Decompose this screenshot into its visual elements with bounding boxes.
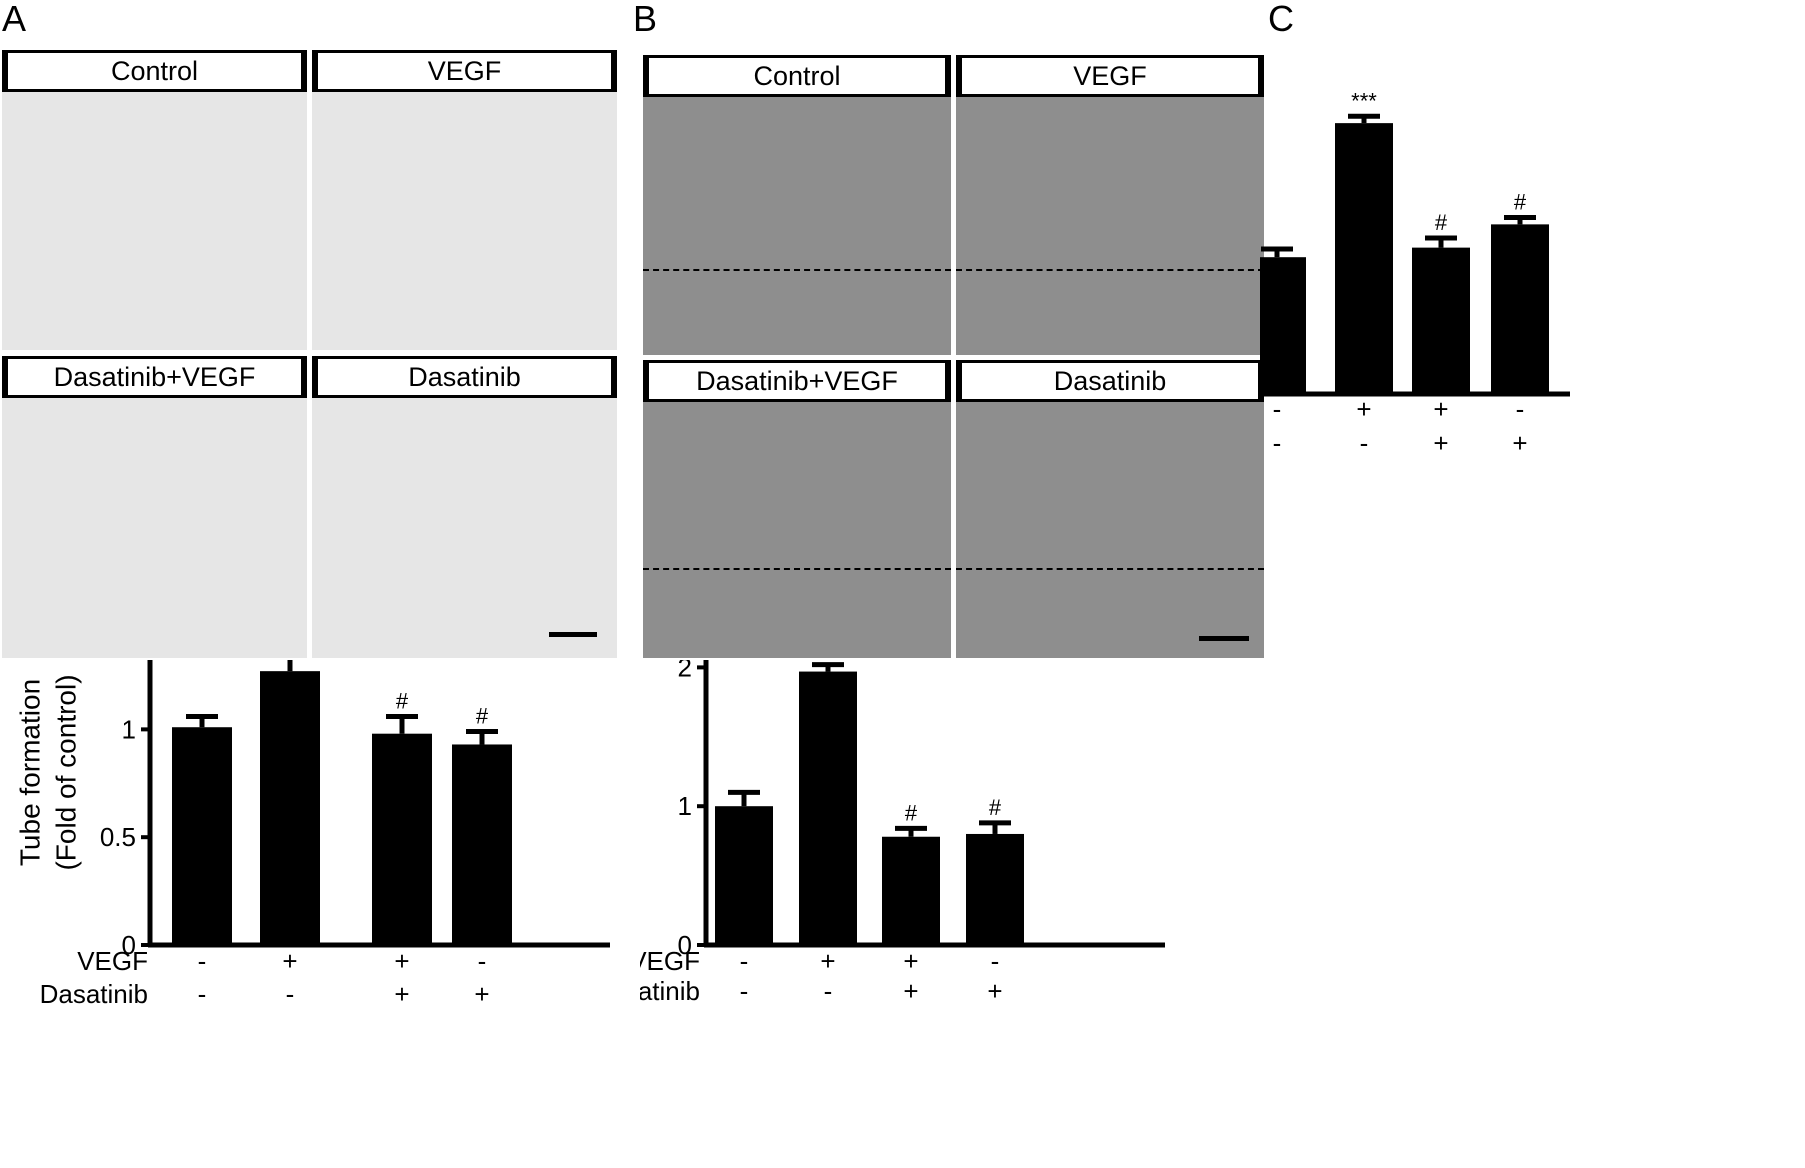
scale-bar bbox=[549, 632, 597, 637]
wound-image-vegf: VEGF bbox=[956, 55, 1264, 355]
image-label: Dasatinib+VEGF bbox=[2, 356, 307, 398]
bar bbox=[1491, 224, 1549, 394]
y-tick-label: 1 bbox=[678, 791, 692, 821]
panel-letter-a: A bbox=[2, 0, 27, 39]
tube-image-dasatinib: Dasatinib bbox=[312, 356, 617, 658]
wound-image-control: Control bbox=[643, 55, 951, 355]
panel-letter-b: B bbox=[633, 0, 658, 39]
tube-formation-chart: 00.511.5Tube formation(Fold of control)*… bbox=[14, 660, 610, 1009]
bar bbox=[452, 744, 512, 945]
condition-sign: + bbox=[394, 979, 409, 1009]
image-label: Control bbox=[643, 55, 951, 97]
condition-sign: - bbox=[478, 946, 487, 976]
bar bbox=[1412, 247, 1470, 394]
significance-label: # bbox=[1514, 190, 1527, 215]
y-tick-label: 0 bbox=[678, 930, 692, 960]
wound-edge-line bbox=[643, 568, 951, 570]
y-tick-label: 1 bbox=[122, 714, 136, 744]
condition-sign: - bbox=[824, 976, 833, 1006]
condition-sign: + bbox=[282, 946, 297, 976]
bar bbox=[260, 671, 320, 945]
condition-sign: + bbox=[1356, 394, 1371, 424]
condition-sign: - bbox=[740, 976, 749, 1006]
wound-image-dasatinib-vegf: Dasatinib+VEGF bbox=[643, 360, 951, 658]
image-label: Dasatinib+VEGF bbox=[643, 360, 951, 402]
significance-label: # bbox=[989, 795, 1002, 820]
condition-label: VEGF bbox=[77, 946, 148, 976]
image-label: Dasatinib bbox=[312, 356, 617, 398]
condition-sign: - bbox=[740, 946, 749, 976]
tube-image-vegf: VEGF bbox=[312, 50, 617, 350]
image-label: VEGF bbox=[956, 55, 1264, 97]
bar bbox=[799, 671, 857, 945]
image-label: Control bbox=[2, 50, 307, 92]
condition-sign: + bbox=[903, 946, 918, 976]
bar bbox=[1260, 257, 1306, 394]
significance-label: *** bbox=[1351, 88, 1377, 113]
bar bbox=[966, 833, 1024, 945]
bar bbox=[172, 727, 232, 945]
wound-edge-line bbox=[956, 269, 1264, 271]
significance-label: # bbox=[396, 688, 409, 713]
cck8-activity-chart: 012CCK-8 activity(Fold of control)***##V… bbox=[1260, 88, 1570, 458]
image-label: VEGF bbox=[312, 50, 617, 92]
condition-sign: + bbox=[1512, 428, 1527, 458]
scale-bar bbox=[1199, 636, 1249, 641]
condition-sign: + bbox=[474, 979, 489, 1009]
wounding-migration-chart: 012Wounding migration(Fold of control)**… bbox=[640, 660, 1165, 1006]
condition-sign: + bbox=[987, 976, 1002, 1006]
y-tick-label: 0 bbox=[122, 930, 136, 960]
condition-sign: + bbox=[820, 946, 835, 976]
bar bbox=[715, 806, 773, 945]
bar bbox=[882, 836, 940, 945]
image-label: Dasatinib bbox=[956, 360, 1264, 402]
condition-sign: - bbox=[198, 979, 207, 1009]
significance-label: # bbox=[476, 704, 489, 729]
tube-image-dasatinib-vegf: Dasatinib+VEGF bbox=[2, 356, 307, 658]
significance-label: # bbox=[905, 800, 918, 825]
y-tick-label: 0.5 bbox=[100, 822, 136, 852]
bar bbox=[1335, 123, 1393, 395]
condition-sign: - bbox=[286, 979, 295, 1009]
significance-label: # bbox=[1435, 210, 1448, 235]
condition-label: VEGF bbox=[640, 946, 700, 976]
condition-sign: - bbox=[1273, 428, 1282, 458]
condition-sign: - bbox=[1273, 394, 1282, 424]
condition-sign: - bbox=[991, 946, 1000, 976]
tube-image-control: Control bbox=[2, 50, 307, 350]
y-axis-label: (Fold of control) bbox=[50, 674, 81, 870]
significance-label: *** bbox=[815, 660, 841, 662]
wound-edge-line bbox=[643, 269, 951, 271]
condition-label: Dasatinib bbox=[40, 979, 148, 1009]
condition-sign: + bbox=[1433, 428, 1448, 458]
condition-sign: + bbox=[394, 946, 409, 976]
wound-edge-line bbox=[956, 568, 1264, 570]
condition-sign: + bbox=[1433, 394, 1448, 424]
condition-sign: + bbox=[903, 976, 918, 1006]
wound-image-dasatinib: Dasatinib bbox=[956, 360, 1264, 658]
bar bbox=[372, 733, 432, 945]
y-axis-label: Tube formation bbox=[14, 679, 45, 866]
condition-sign: - bbox=[1360, 428, 1369, 458]
y-tick-label: 2 bbox=[678, 660, 692, 682]
panel-letter-c: C bbox=[1268, 0, 1294, 39]
condition-sign: - bbox=[198, 946, 207, 976]
condition-label: Dasatinib bbox=[640, 976, 700, 1006]
condition-sign: - bbox=[1516, 394, 1525, 424]
